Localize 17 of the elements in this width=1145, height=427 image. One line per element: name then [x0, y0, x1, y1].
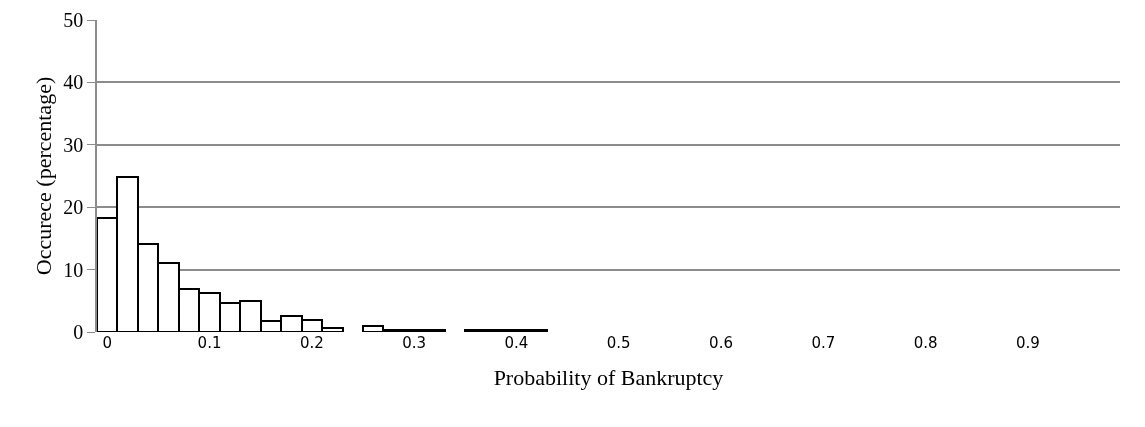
y-tick-label: 50 [63, 9, 84, 31]
x-tick-label: 0.7 [811, 334, 836, 352]
y-tick-label: 40 [63, 71, 84, 94]
x-tick-label: 0.3 [402, 334, 427, 352]
y-tick-label: 30 [63, 133, 84, 156]
x-tick-label: 0.5 [606, 334, 631, 352]
x-tick-label: 0.4 [504, 334, 529, 352]
x-tick-label: 0 [102, 334, 112, 352]
x-tick-label: 0.1 [197, 334, 222, 352]
y-axis-title: Occurece (percentage) [30, 76, 56, 276]
y-tick-label: 20 [63, 196, 84, 219]
x-tick-label: 0.9 [1016, 334, 1040, 352]
x-tick-label: 0.2 [299, 334, 324, 352]
x-tick-label: 0.6 [709, 334, 733, 352]
x-axis-title: Probability of Bankruptcy [493, 364, 724, 390]
x-tick-label: 0.8 [913, 334, 938, 352]
y-tick-label: 10 [63, 258, 84, 281]
